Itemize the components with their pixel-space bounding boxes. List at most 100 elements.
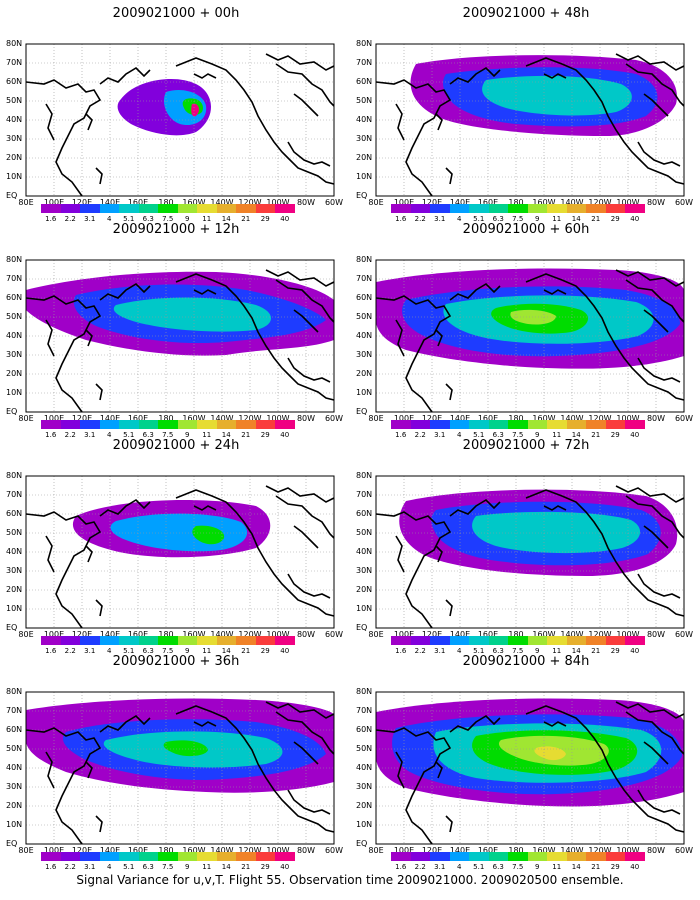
map-panel: 2009021000 + 72h 80N 70N 60N 50N 40N 30N 20N 10N… [356, 438, 696, 658]
latitude-label: 20N [356, 369, 373, 378]
longitude-label: 80W [296, 414, 316, 423]
colorbar-swatch [275, 852, 295, 861]
colorbar-label: 4 [457, 215, 462, 223]
colorbar-label: 29 [260, 431, 270, 439]
longitude-label: 120E [421, 198, 443, 207]
panel-title: 2009021000 + 48h [462, 6, 590, 21]
latitude-label: EQ [6, 623, 18, 632]
latitude-label: 40N [356, 331, 373, 340]
colorbar-label: 6.3 [142, 863, 154, 871]
latitude-label: 20N [6, 585, 23, 594]
map-border [375, 259, 685, 413]
coastline [445, 599, 453, 617]
latitude-label: 50N [356, 528, 373, 537]
colorbar-swatch [566, 204, 586, 213]
colorbar-swatch [469, 204, 489, 213]
colorbar-label: 6.3 [142, 215, 154, 223]
coastline [449, 66, 501, 85]
map-frame: 80N 70N 60N 50N 40N 30N 20N 10N EQ 80E 100E 120E 140… [6, 688, 343, 856]
colorbar-label: 4 [457, 863, 462, 871]
colorbar-label: 1.6 [45, 215, 57, 223]
panel-title: 2009021000 + 36h [112, 654, 240, 669]
colorbar-swatch [41, 420, 61, 429]
latitude-label: 60N [6, 509, 23, 518]
colorbar-swatch [197, 204, 217, 213]
colorbar-swatch [527, 204, 547, 213]
coastline [625, 63, 685, 107]
latitude-label: 20N [356, 585, 373, 594]
colorbar-label: 6.3 [142, 647, 154, 655]
coastline [287, 357, 331, 383]
colorbar-swatch [586, 852, 606, 861]
variance-map [375, 259, 685, 413]
colorbar-swatch [508, 636, 528, 645]
colorbar-label: 3.1 [84, 215, 96, 223]
longitude-label: 100E [393, 198, 415, 207]
colorbar-swatch [197, 636, 217, 645]
latitude-label: 30N [356, 566, 373, 575]
longitude-label: 60W [324, 846, 344, 855]
colorbar-swatch [527, 636, 547, 645]
latitude-label: 50N [356, 744, 373, 753]
colorbar-swatch [488, 420, 508, 429]
coastline [45, 535, 55, 573]
panel-title: 2009021000 + 60h [462, 222, 590, 237]
latitude-label: 20N [6, 801, 23, 810]
longitude-label: 100W [266, 846, 290, 855]
longitude-label: 160W [182, 846, 206, 855]
coastline [525, 273, 685, 401]
longitude-label: 120W [238, 630, 262, 639]
variance-contour-fill [163, 740, 208, 757]
colorbar-swatch [177, 204, 197, 213]
colorbar-label: 7.5 [512, 215, 524, 223]
colorbar-label: 11 [202, 647, 212, 655]
colorbar [41, 852, 295, 861]
latitude-label: 20N [6, 369, 23, 378]
coastline [293, 309, 319, 333]
latitude-label: 50N [6, 744, 23, 753]
colorbar-label: 4 [107, 647, 112, 655]
latitude-label: 10N [356, 388, 373, 397]
panel-title: 2009021000 + 12h [112, 222, 240, 237]
coastline [637, 357, 681, 383]
colorbar-swatch [391, 204, 411, 213]
colorbar-swatch [80, 420, 100, 429]
latitude-label: 10N [356, 172, 373, 181]
colorbar-swatch [41, 636, 61, 645]
colorbar-swatch [410, 420, 430, 429]
latitude-label: 80N [356, 471, 373, 480]
longitude-label: 80E [368, 198, 384, 207]
coastline [95, 167, 103, 185]
coastline [375, 727, 452, 845]
variance-map [25, 475, 335, 629]
colorbar-label: 11 [202, 863, 212, 871]
colorbar-swatch [60, 420, 80, 429]
variance-map [25, 259, 335, 413]
colorbar-swatch [469, 852, 489, 861]
latitude-label: 10N [6, 604, 23, 613]
colorbar-swatch [80, 852, 100, 861]
coastline [643, 525, 669, 549]
longitude-label: 80W [646, 414, 666, 423]
coastline [293, 93, 319, 117]
colorbar-swatch [625, 636, 645, 645]
colorbar-label: 7.5 [512, 431, 524, 439]
coastline [615, 53, 685, 71]
longitude-label: 80W [296, 846, 316, 855]
longitude-label: 100W [266, 630, 290, 639]
latitude-label: 30N [6, 350, 23, 359]
figure-caption: Signal Variance for u,v,T. Flight 55. Ob… [76, 873, 624, 887]
longitude-label: 80E [18, 846, 34, 855]
longitude-label: 160W [532, 630, 556, 639]
coastline [543, 721, 567, 727]
latitude-label: 70N [356, 274, 373, 283]
longitude-label: 160W [532, 846, 556, 855]
map-border [25, 259, 335, 413]
coastline [175, 705, 335, 833]
colorbar-swatch [586, 636, 606, 645]
coastline [175, 57, 335, 185]
colorbar-swatch [80, 636, 100, 645]
coastline [85, 545, 93, 563]
coastline [449, 282, 501, 301]
colorbar-swatch [119, 204, 139, 213]
